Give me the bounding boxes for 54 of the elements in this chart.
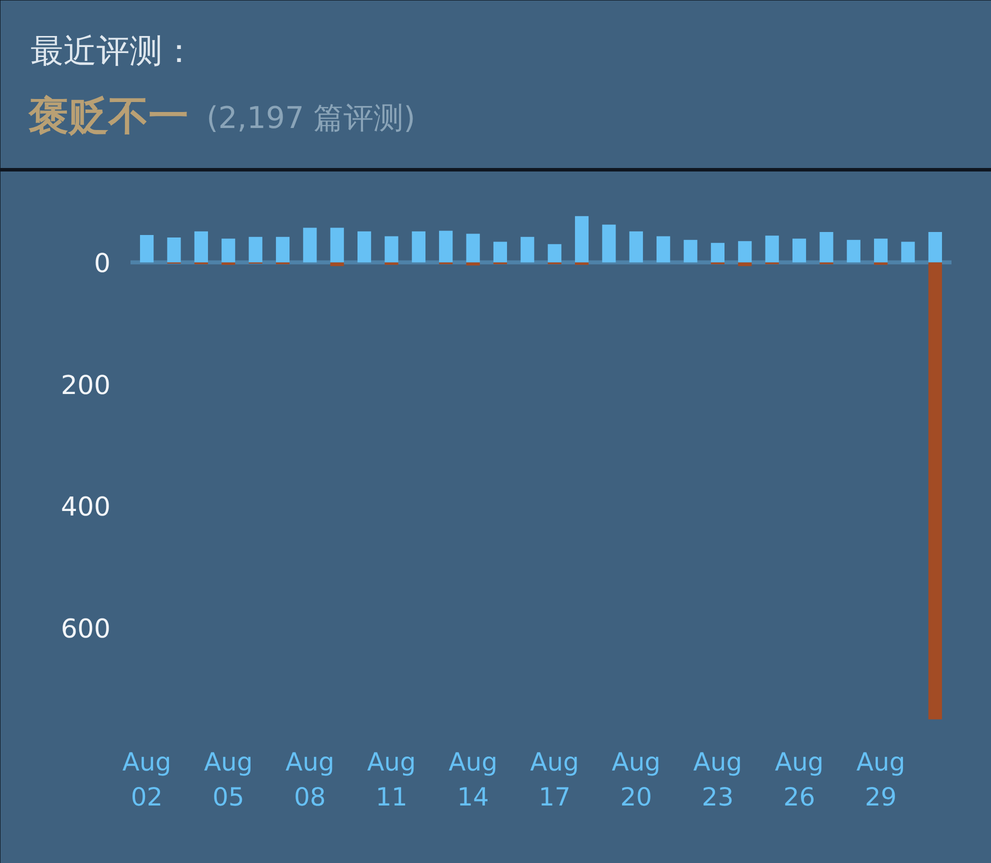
y-tick-label: 400: [60, 492, 111, 523]
x-tick-label: Aug 26: [774, 748, 824, 812]
bar: [765, 236, 779, 262]
bar: [384, 236, 398, 262]
x-tick-label: Aug 02: [122, 748, 172, 812]
x-tick-label: Aug 11: [367, 748, 416, 812]
x-tick-label: Aug 08: [286, 748, 334, 812]
bar: [548, 244, 562, 262]
bar: [167, 237, 181, 262]
x-tick-label: Aug 29: [856, 748, 906, 812]
bar: [222, 262, 236, 265]
bar: [194, 231, 208, 262]
bar: [846, 240, 860, 262]
bar: [439, 230, 453, 262]
bar: [493, 242, 508, 262]
y-tick-label: 600: [60, 614, 111, 645]
bar: [330, 262, 344, 266]
bar: [874, 262, 888, 265]
bar: [384, 262, 398, 265]
bar: [901, 242, 915, 262]
y-tick-label: 200: [60, 370, 111, 401]
bar: [738, 241, 752, 262]
bar: [820, 232, 834, 262]
bar: [330, 228, 344, 262]
bar: [222, 238, 236, 262]
x-tick-label: Aug 20: [612, 748, 661, 812]
bar: [248, 236, 262, 262]
bar: [792, 238, 806, 262]
y-tick-label: 0: [94, 248, 111, 279]
bar: [520, 236, 534, 262]
bar: [574, 262, 589, 265]
bar: [629, 231, 643, 262]
bar: [574, 216, 589, 262]
x-tick-label: Aug 14: [448, 748, 498, 812]
x-tick-label: Aug 17: [530, 748, 580, 812]
chart-subtitle: 褒贬不一 (2,197 篇评测): [28, 94, 416, 140]
bar: [303, 228, 317, 262]
x-tick-label: Aug 23: [693, 748, 742, 812]
bar: [276, 236, 290, 262]
bar: [738, 262, 752, 266]
bar: [656, 236, 670, 262]
bar: [358, 231, 372, 262]
bar: [140, 235, 154, 262]
bar: [928, 262, 942, 720]
bar: [466, 262, 480, 266]
chart-title: 最近评测：: [30, 31, 196, 70]
bar: [928, 232, 942, 262]
bar: [412, 231, 426, 262]
bar: [684, 240, 698, 262]
bar: [874, 238, 888, 262]
bar: [602, 224, 616, 262]
bar: [710, 242, 724, 262]
bar: [466, 234, 480, 262]
x-tick-label: Aug 05: [204, 748, 253, 812]
